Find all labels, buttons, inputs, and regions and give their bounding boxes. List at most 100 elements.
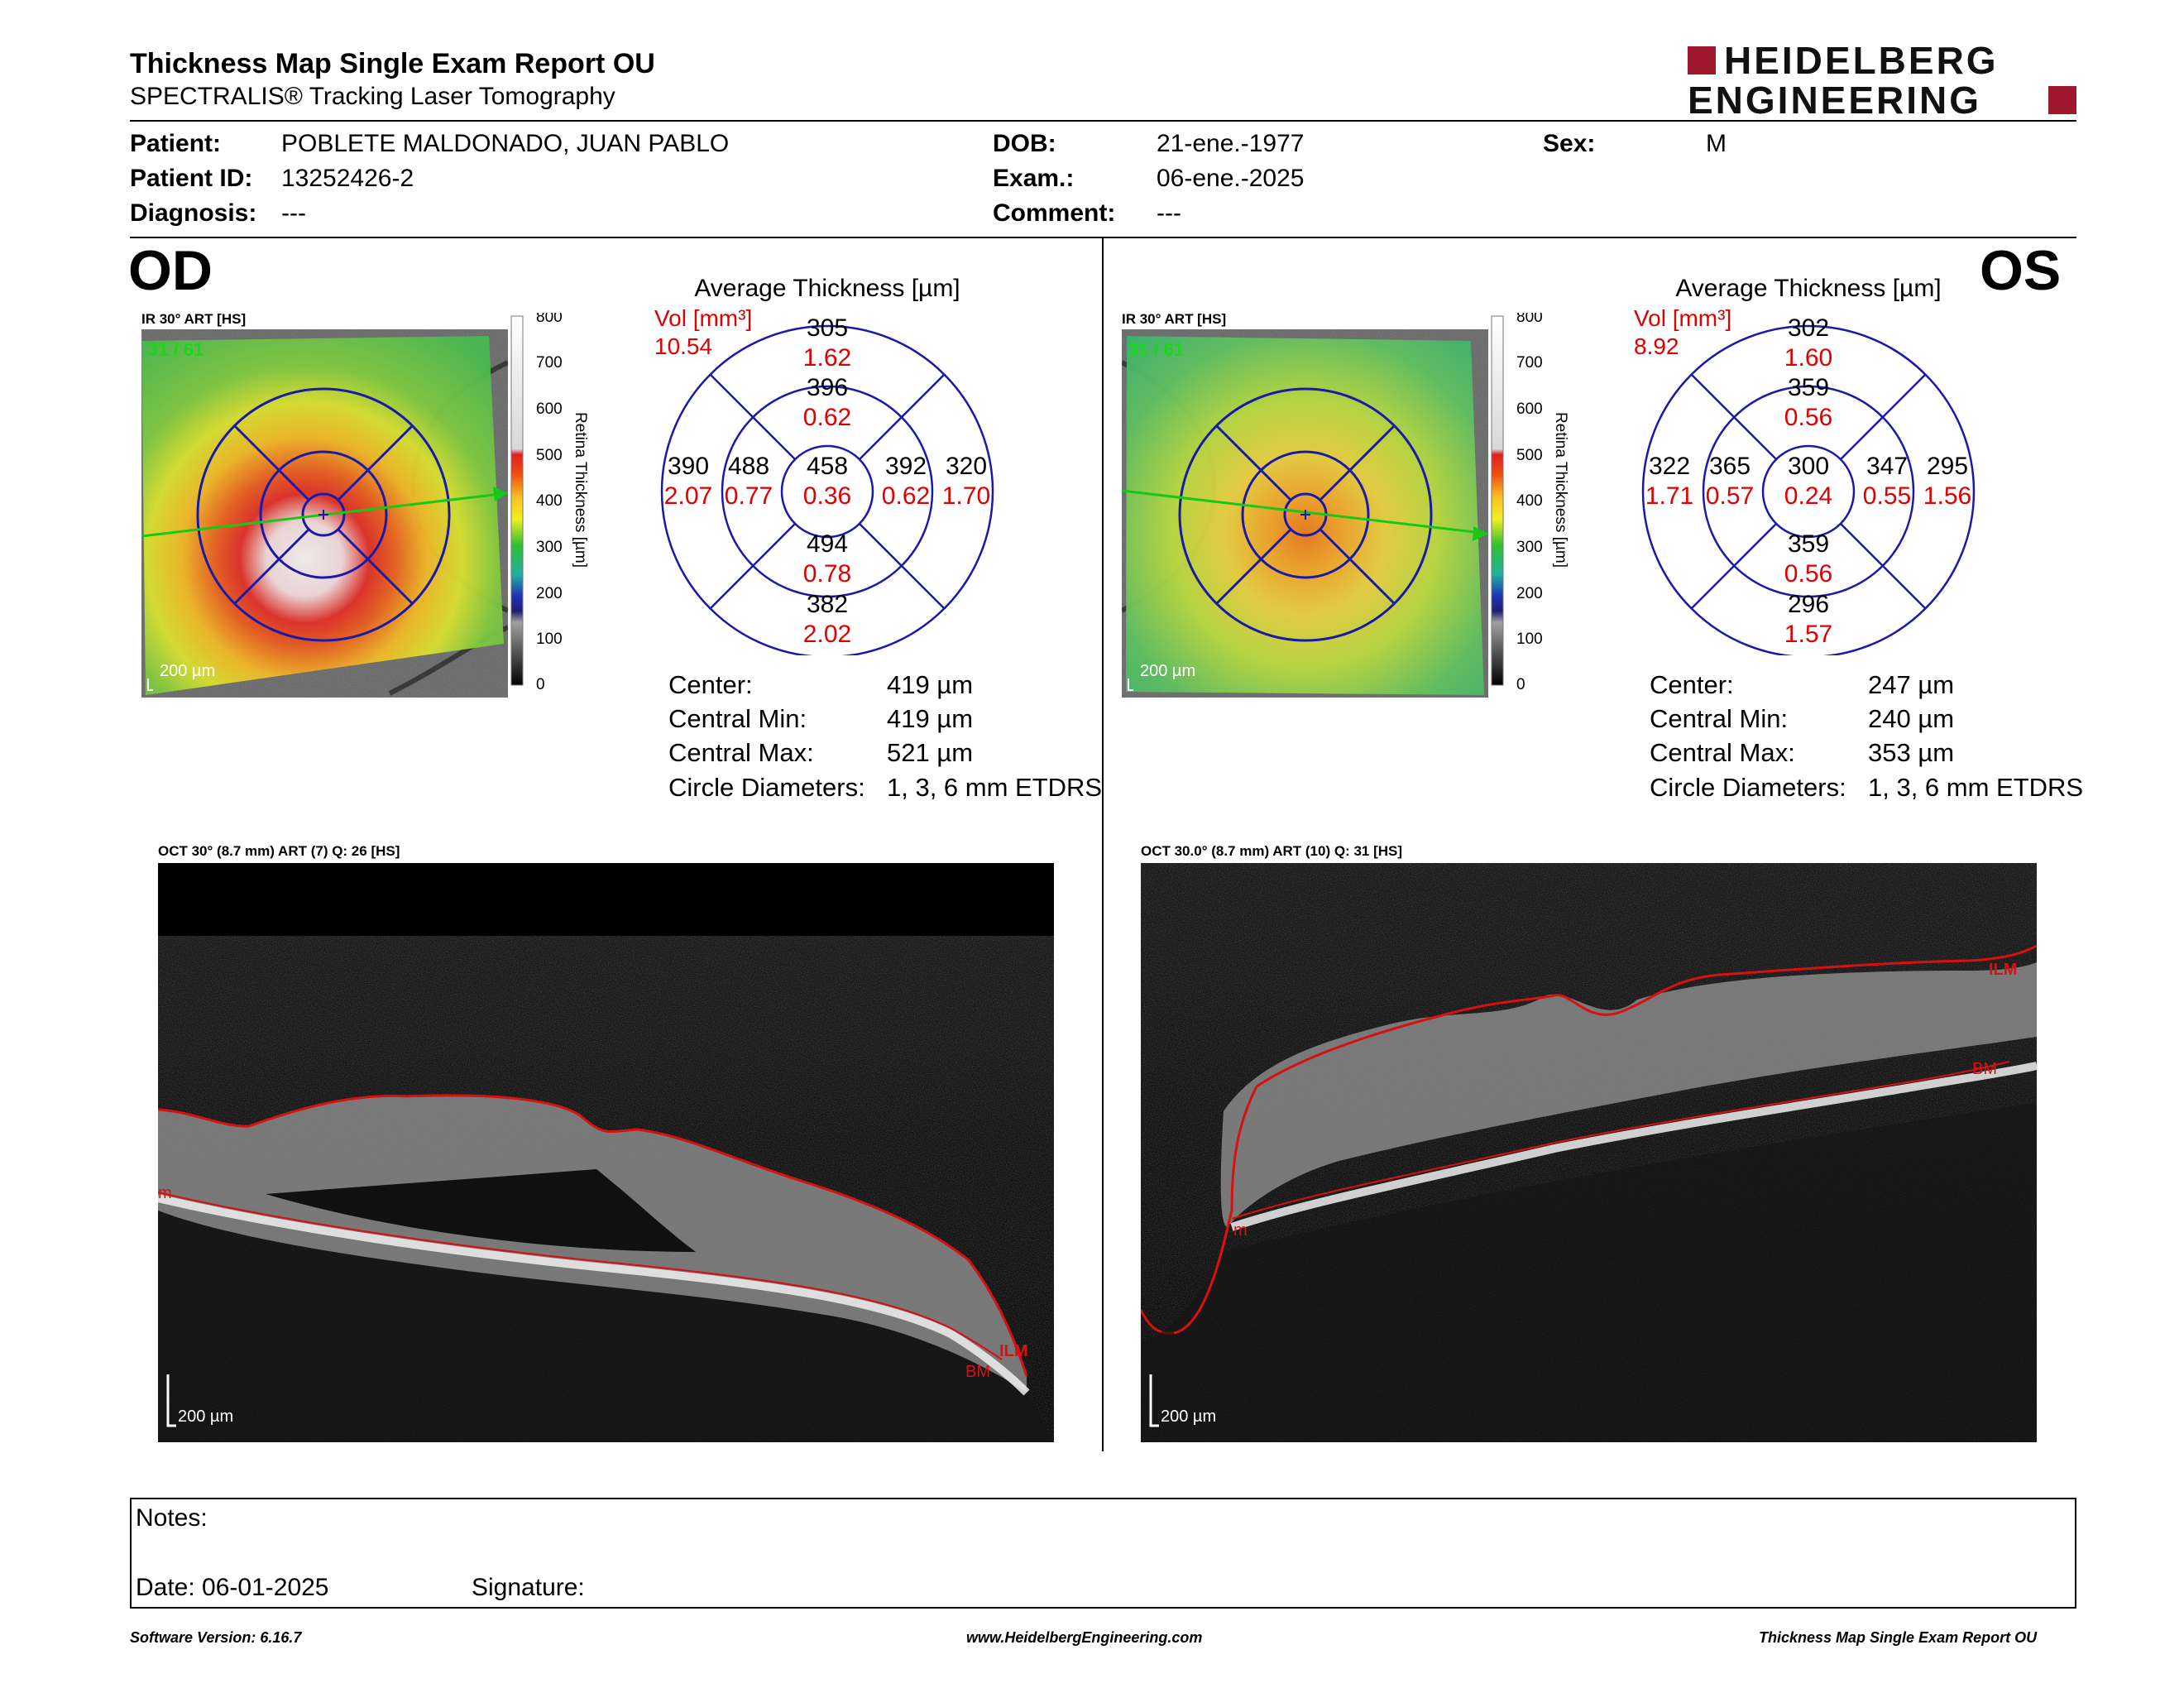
os-ilm-label: ILM — [1989, 961, 2017, 979]
heidelberg-logo: HEIDELBERG ENGINEERING — [1688, 39, 2076, 122]
od-center-t: 458 — [807, 453, 848, 480]
os-thickness-map: 31 / 61 200 µm — [1120, 329, 1489, 698]
patient-name: POBLETE MALDONADO, JUAN PABLO — [281, 130, 730, 157]
os-center-v: 0.24 — [1784, 482, 1832, 510]
od-scale-label: Retina Thickness [µm] — [572, 412, 589, 568]
od-vol-label: Vol [mm³] — [654, 305, 752, 331]
footer-website[interactable]: www.HeidelbergEngineering.com — [966, 1629, 1203, 1646]
od-ir-label: IR 30° ART [HS] — [141, 311, 247, 327]
os-bm-left-label: m — [1233, 1221, 1248, 1240]
svg-text:400: 400 — [536, 492, 563, 510]
od-eye-label: OD — [128, 239, 213, 302]
report-title: Thickness Map Single Exam Report OU — [130, 48, 655, 79]
os-outer-tmp-v: 1.56 — [1923, 482, 1971, 510]
os-bm-label: BM — [1972, 1060, 1997, 1078]
os-center-value: 247 µm — [1868, 670, 1955, 699]
od-inner-tmp-t: 392 — [885, 453, 927, 480]
os-inner-nas-v: 0.57 — [1706, 482, 1754, 510]
os-oct-scale: 200 µm — [1161, 1407, 1216, 1426]
svg-text:400: 400 — [1516, 492, 1543, 510]
patient-label: Patient: — [130, 130, 222, 157]
od-ir-counter: 31 / 61 — [148, 339, 204, 360]
dob-label: DOB: — [993, 130, 1056, 157]
od-color-scale: 800 700 600 500 400 300 200 100 0 Retina… — [510, 309, 592, 693]
software-version: Software Version: 6.16.7 — [130, 1629, 302, 1646]
os-outer-inf-t: 296 — [1788, 591, 1829, 618]
report-subtitle: SPECTRALIS® Tracking Laser Tomography — [130, 83, 615, 110]
notes-box[interactable] — [130, 1498, 2076, 1609]
svg-text:700: 700 — [1516, 354, 1543, 372]
od-inner-inf-v: 0.78 — [803, 560, 851, 587]
eye-divider — [1102, 238, 1104, 1451]
od-outer-sup-t: 305 — [807, 314, 848, 342]
footer-report-name: Thickness Map Single Exam Report OU — [1759, 1629, 2038, 1646]
svg-text:300: 300 — [536, 539, 563, 556]
svg-text:500: 500 — [536, 447, 563, 464]
os-ir-label: IR 30° ART [HS] — [1122, 311, 1227, 327]
od-inner-nas-v: 0.77 — [725, 482, 773, 510]
os-vol-label: Vol [mm³] — [1634, 305, 1731, 331]
svg-text:800: 800 — [536, 313, 563, 326]
od-inner-tmp-v: 0.62 — [882, 482, 930, 510]
od-cmin-label: Central Min: — [668, 704, 807, 733]
os-outer-sup-v: 1.60 — [1784, 344, 1832, 372]
os-inner-tmp-v: 0.55 — [1863, 482, 1911, 510]
od-center-v: 0.36 — [803, 482, 851, 510]
od-outer-tmp-v: 1.70 — [942, 482, 990, 510]
od-outer-tmp-t: 320 — [946, 453, 987, 480]
diagnosis-label: Diagnosis: — [130, 199, 257, 227]
os-outer-tmp-t: 295 — [1927, 453, 1968, 480]
od-oct-bscan: m ILM BM 200 µm — [156, 863, 1054, 1442]
od-cmin-value: 419 µm — [887, 704, 974, 733]
os-oct-bscan: m ILM BM 200 µm — [1139, 863, 2038, 1442]
comment: --- — [1157, 199, 1181, 227]
os-avg-title: Average Thickness [µm] — [1675, 275, 1941, 302]
os-inner-sup-v: 0.56 — [1784, 404, 1832, 431]
od-outer-inf-t: 382 — [807, 591, 848, 618]
os-cmin-label: Central Min: — [1650, 704, 1789, 733]
os-cmax-value: 353 µm — [1868, 738, 1955, 767]
exam-label: Exam.: — [993, 165, 1075, 192]
od-inner-inf-t: 494 — [807, 530, 848, 558]
svg-text:0: 0 — [536, 676, 545, 693]
os-ir-counter: 31 / 61 — [1128, 339, 1184, 360]
os-outer-nas-t: 322 — [1649, 453, 1690, 480]
od-vol-total: 10.54 — [654, 333, 712, 359]
signature-label: Signature: — [472, 1574, 585, 1601]
svg-text:200: 200 — [536, 585, 563, 602]
header-divider — [130, 120, 2076, 122]
od-circ-value: 1, 3, 6 mm ETDRS — [887, 773, 1103, 802]
patient-id: 13252426-2 — [281, 165, 414, 192]
od-circ-label: Circle Diameters: — [668, 773, 865, 802]
od-inner-sup-t: 396 — [807, 374, 848, 401]
od-ilm-label: ILM — [999, 1342, 1027, 1360]
exam-date: 06-ene.-2025 — [1157, 165, 1305, 192]
patient-id-label: Patient ID: — [130, 165, 253, 192]
notes-date: Date: 06-01-2025 — [136, 1574, 329, 1601]
svg-text:100: 100 — [1516, 631, 1543, 648]
svg-text:200: 200 — [1516, 585, 1543, 602]
od-oct-scale: 200 µm — [178, 1407, 233, 1426]
os-inner-sup-t: 359 — [1788, 374, 1829, 401]
os-eye-label: OS — [1980, 239, 2062, 302]
os-outer-inf-v: 1.57 — [1784, 621, 1832, 648]
od-cmax-value: 521 µm — [887, 738, 974, 767]
logo-line1: HEIDELBERG — [1724, 43, 1999, 82]
od-inner-nas-t: 488 — [728, 453, 769, 480]
os-oct-label: OCT 30.0° (8.7 mm) ART (10) Q: 31 [HS] — [1141, 843, 1403, 859]
od-outer-nas-t: 390 — [668, 453, 709, 480]
svg-text:100: 100 — [536, 631, 563, 648]
sex: M — [1706, 130, 1727, 157]
od-bm-label: BM — [965, 1363, 990, 1381]
notes-label: Notes: — [136, 1504, 208, 1532]
os-cmax-label: Central Max: — [1650, 738, 1795, 767]
svg-text:300: 300 — [1516, 539, 1543, 556]
od-outer-nas-v: 2.07 — [664, 482, 712, 510]
od-outer-sup-v: 1.62 — [803, 344, 851, 372]
od-ir-scale: 200 µm — [160, 662, 215, 680]
od-bm-left-label: m — [158, 1184, 172, 1202]
od-center-label: Center: — [668, 670, 753, 699]
sex-label: Sex: — [1543, 130, 1596, 157]
svg-text:0: 0 — [1516, 676, 1525, 693]
os-cmin-value: 240 µm — [1868, 704, 1955, 733]
